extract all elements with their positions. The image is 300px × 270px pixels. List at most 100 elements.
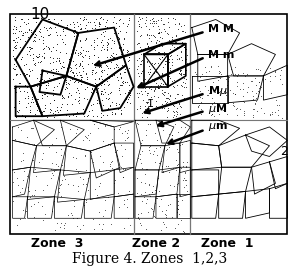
- Point: [97, 21, 101, 25]
- Point: [46, 33, 50, 38]
- Point: [91, 68, 96, 73]
- Point: [102, 198, 107, 202]
- Point: [20, 55, 25, 59]
- Point: [175, 147, 179, 151]
- Point: [181, 29, 185, 33]
- Point: [37, 78, 42, 82]
- Point: [25, 84, 29, 89]
- Point: [203, 84, 208, 89]
- Point: [118, 75, 123, 80]
- Point: [28, 45, 32, 49]
- Point: [159, 228, 164, 232]
- Point: [76, 23, 81, 28]
- Point: [136, 83, 140, 87]
- Point: [105, 64, 110, 68]
- Point: [21, 89, 26, 93]
- Point: [99, 92, 103, 96]
- Point: [155, 49, 160, 54]
- Point: [167, 38, 172, 42]
- Point: [10, 53, 15, 58]
- Point: [127, 55, 132, 59]
- Point: [25, 52, 30, 56]
- Point: [65, 95, 70, 99]
- Point: [152, 86, 157, 90]
- Point: [113, 103, 118, 107]
- Point: [52, 98, 57, 102]
- Point: [183, 125, 188, 129]
- Point: [244, 90, 249, 94]
- Point: [75, 224, 80, 228]
- Point: [63, 82, 68, 86]
- Point: [74, 62, 79, 66]
- Point: [136, 122, 141, 126]
- Point: [156, 86, 161, 90]
- Point: [18, 190, 23, 194]
- Point: [167, 51, 172, 55]
- Point: [169, 57, 174, 61]
- Point: [18, 81, 23, 85]
- Point: [242, 110, 247, 115]
- Point: [119, 154, 124, 158]
- Point: [57, 190, 62, 194]
- Point: [145, 101, 149, 106]
- Point: [175, 181, 180, 185]
- Point: [37, 52, 42, 56]
- Point: [217, 71, 221, 75]
- Point: [142, 172, 147, 177]
- Point: [166, 145, 171, 150]
- Point: [34, 55, 39, 60]
- Point: [80, 138, 85, 142]
- Point: [14, 72, 18, 76]
- Point: [147, 36, 152, 40]
- Point: [85, 176, 90, 180]
- Point: [110, 166, 115, 170]
- Point: [24, 72, 29, 77]
- Text: Figure 4. Zones  1,2,3: Figure 4. Zones 1,2,3: [72, 252, 228, 266]
- Point: [183, 170, 188, 174]
- Point: [144, 60, 149, 64]
- Text: M m: M m: [208, 50, 235, 60]
- Point: [63, 42, 68, 46]
- Point: [139, 47, 143, 52]
- Point: [36, 200, 40, 204]
- Point: [159, 209, 164, 213]
- Point: [224, 76, 229, 81]
- Point: [235, 112, 239, 117]
- Point: [59, 64, 64, 68]
- Point: [111, 66, 116, 70]
- Point: [61, 95, 66, 100]
- Point: [107, 161, 112, 166]
- Point: [135, 42, 140, 46]
- Point: [74, 70, 79, 75]
- Point: [170, 35, 175, 39]
- Point: [138, 161, 143, 165]
- Point: [33, 20, 38, 24]
- Point: [218, 89, 222, 93]
- Point: [110, 38, 115, 42]
- Point: [104, 113, 109, 117]
- Point: [158, 145, 163, 149]
- Point: [26, 81, 31, 85]
- Point: [32, 202, 36, 206]
- Point: [204, 70, 209, 74]
- Point: [163, 215, 168, 220]
- Point: [19, 57, 23, 61]
- Point: [117, 205, 122, 209]
- Point: [170, 109, 175, 113]
- Point: [197, 79, 202, 83]
- Point: [124, 131, 129, 135]
- Point: [205, 87, 210, 92]
- Point: [41, 78, 46, 82]
- Point: [212, 114, 217, 118]
- Point: [119, 102, 124, 106]
- Point: [161, 90, 166, 94]
- Point: [40, 204, 45, 208]
- Point: [77, 62, 82, 66]
- Point: [11, 66, 15, 70]
- Point: [224, 93, 229, 97]
- Point: [209, 64, 214, 68]
- Point: [99, 81, 104, 85]
- Point: [52, 112, 57, 116]
- Point: [81, 182, 85, 186]
- Text: 2: 2: [280, 145, 288, 158]
